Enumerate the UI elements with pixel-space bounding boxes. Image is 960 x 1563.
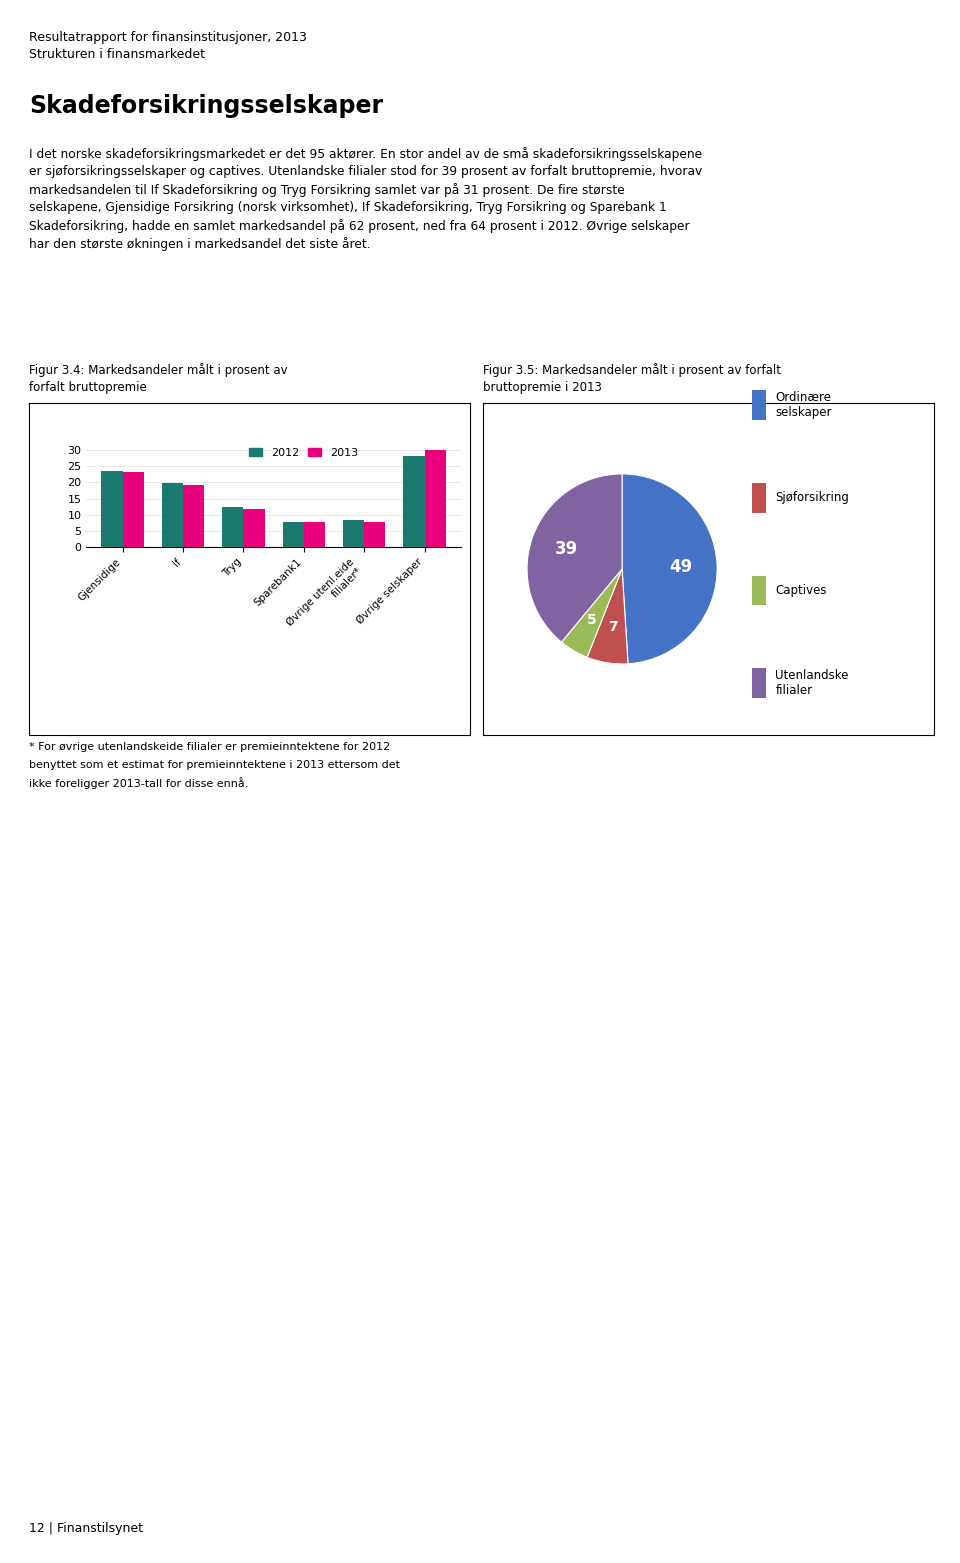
Wedge shape (527, 474, 622, 642)
Bar (424, 450, 445, 547)
Text: benyttet som et estimat for premieinntektene i 2013 ettersom det: benyttet som et estimat for premieinntek… (29, 760, 399, 769)
Bar (282, 522, 303, 547)
Bar (303, 522, 324, 547)
Text: selskapene, Gjensidige Forsikring (norsk virksomhet), If Skadeforsikring, Tryg F: selskapene, Gjensidige Forsikring (norsk… (29, 200, 666, 214)
Text: Skadeforsikring, hadde en samlet markedsandel på 62 prosent, ned fra 64 prosent : Skadeforsikring, hadde en samlet markeds… (29, 219, 689, 233)
Bar (123, 472, 144, 547)
Text: Ordinære
selskaper: Ordinære selskaper (776, 391, 832, 419)
Text: Resultatrapport for finansinstitusjoner, 2013: Resultatrapport for finansinstitusjoner,… (29, 31, 306, 44)
FancyBboxPatch shape (752, 669, 766, 699)
Bar (244, 510, 265, 547)
FancyBboxPatch shape (752, 391, 766, 420)
Text: Figur 3.4: Markedsandeler målt i prosent av
forfalt bruttopremie: Figur 3.4: Markedsandeler målt i prosent… (29, 363, 287, 394)
Text: 5: 5 (588, 613, 597, 627)
Text: Strukturen i finansmarkedet: Strukturen i finansmarkedet (29, 48, 204, 61)
Text: * For øvrige utenlandskeide filialer er premieinntektene for 2012: * For øvrige utenlandskeide filialer er … (29, 742, 390, 752)
Text: er sjøforsikringsselskaper og captives. Utenlandske filialer stod for 39 prosent: er sjøforsikringsselskaper og captives. … (29, 164, 702, 178)
FancyBboxPatch shape (752, 483, 766, 513)
Legend: 2012, 2013: 2012, 2013 (244, 442, 363, 463)
Bar (343, 520, 364, 547)
Bar (162, 483, 183, 547)
Wedge shape (622, 474, 717, 664)
FancyBboxPatch shape (752, 575, 766, 605)
Text: I det norske skadeforsikringsmarkedet er det 95 aktører. En stor andel av de små: I det norske skadeforsikringsmarkedet er… (29, 147, 702, 161)
Text: Utenlandske
filialer: Utenlandske filialer (776, 669, 849, 697)
Text: 39: 39 (555, 539, 578, 558)
Text: har den største økningen i markedsandel det siste året.: har den største økningen i markedsandel … (29, 236, 371, 250)
Text: 7: 7 (608, 621, 617, 635)
Bar (403, 456, 424, 547)
Bar (102, 470, 123, 547)
Wedge shape (562, 569, 622, 658)
Text: Figur 3.5: Markedsandeler målt i prosent av forfalt
bruttopremie i 2013: Figur 3.5: Markedsandeler målt i prosent… (483, 363, 780, 394)
Bar (223, 506, 244, 547)
Bar (364, 522, 385, 547)
Text: 49: 49 (669, 558, 692, 577)
Bar (183, 485, 204, 547)
Text: ikke foreligger 2013-tall for disse ennå.: ikke foreligger 2013-tall for disse ennå… (29, 777, 249, 789)
Text: markedsandelen til If Skadeforsikring og Tryg Forsikring samlet var på 31 prosen: markedsandelen til If Skadeforsikring og… (29, 183, 625, 197)
Text: Skadeforsikringsselskaper: Skadeforsikringsselskaper (29, 94, 383, 117)
Text: Sjøforsikring: Sjøforsikring (776, 491, 850, 505)
Text: 12 | Finanstilsynet: 12 | Finanstilsynet (29, 1522, 143, 1535)
Text: Captives: Captives (776, 585, 827, 597)
Wedge shape (588, 569, 628, 664)
